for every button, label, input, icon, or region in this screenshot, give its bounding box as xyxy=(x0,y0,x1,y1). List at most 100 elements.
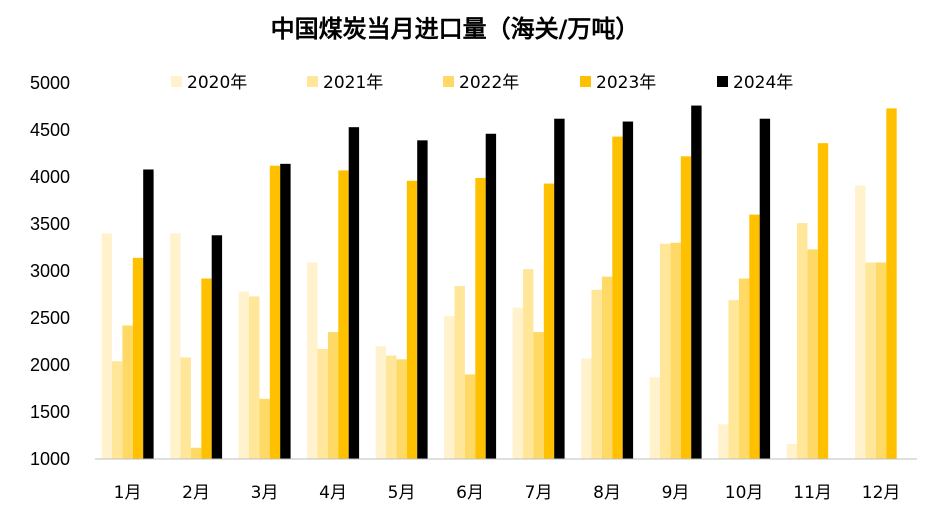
bar-2023年-9月 xyxy=(680,156,692,459)
y-tick-label: 5000 xyxy=(30,73,70,93)
legend-swatch xyxy=(717,76,728,87)
x-tick-label: 6月 xyxy=(456,483,484,503)
bar-2020年-11月 xyxy=(786,443,797,459)
x-tick-label: 8月 xyxy=(593,483,621,503)
bar-2023年-7月 xyxy=(543,183,555,459)
x-axis: 1月 2月 3月 4月 5月 6月 7月 8月 9月 10月 11月 12月 xyxy=(114,483,901,503)
x-tick-label: 12月 xyxy=(862,483,901,503)
bar-2024年-7月 xyxy=(554,118,565,459)
bar-2024年-1月 xyxy=(143,169,154,460)
series-2023年 xyxy=(132,108,897,460)
x-tick-label: 5月 xyxy=(388,483,416,503)
bar-2023年-1月 xyxy=(132,257,144,459)
bar-2024年-4月 xyxy=(348,127,360,460)
bar-series-group xyxy=(101,105,897,460)
bar-2024年-3月 xyxy=(280,163,291,459)
y-axis: 1000 1500 2000 2500 3000 3500 4000 4500 5000 xyxy=(30,73,70,469)
bar-2022年-12月 xyxy=(875,262,887,459)
bar-2020年-5月 xyxy=(375,346,386,459)
bar-2022年-7月 xyxy=(533,332,544,459)
bar-2021年-12月 xyxy=(865,262,876,459)
legend-label: 2022年 xyxy=(459,73,519,93)
legend-swatch xyxy=(307,76,318,87)
bar-2022年-4月 xyxy=(327,332,339,459)
bar-2020年-9月 xyxy=(649,377,660,459)
bar-2021年-11月 xyxy=(797,223,808,459)
bar-2021年-4月 xyxy=(317,349,328,459)
bar-2022年-2月 xyxy=(190,447,202,459)
y-tick-label: 2000 xyxy=(30,355,70,375)
bar-2021年-8月 xyxy=(591,289,602,459)
bar-2021年-5月 xyxy=(386,355,397,459)
bar-2022年-1月 xyxy=(122,325,133,459)
x-tick-label: 7月 xyxy=(525,483,553,503)
x-tick-label: 4月 xyxy=(319,483,347,503)
x-tick-label: 10月 xyxy=(725,483,764,503)
bar-2022年-10月 xyxy=(738,278,750,459)
bar-2020年-1月 xyxy=(101,233,112,459)
series-2022年 xyxy=(122,242,887,459)
bar-2024年-5月 xyxy=(417,140,428,459)
bar-2023年-4月 xyxy=(338,170,349,460)
bar-2022年-6月 xyxy=(464,374,476,459)
y-tick-label: 1000 xyxy=(30,449,70,469)
legend-swatch xyxy=(171,76,182,87)
bar-2022年-8月 xyxy=(601,276,613,459)
bar-2020年-3月 xyxy=(238,291,249,459)
bar-2021年-6月 xyxy=(454,286,465,459)
bar-2023年-5月 xyxy=(406,180,418,459)
bar-2024年-2月 xyxy=(211,235,223,459)
bar-2023年-11月 xyxy=(817,143,829,459)
bar-2020年-10月 xyxy=(718,424,729,459)
series-2020年 xyxy=(101,185,866,459)
series-2024年 xyxy=(143,105,771,460)
x-tick-label: 3月 xyxy=(251,483,279,503)
bar-2024年-8月 xyxy=(622,121,634,459)
bar-2022年-11月 xyxy=(807,249,818,459)
y-tick-label: 3500 xyxy=(30,214,70,234)
bar-2021年-2月 xyxy=(180,357,191,459)
bar-2024年-6月 xyxy=(485,133,497,459)
bar-2020年-8月 xyxy=(581,358,592,459)
x-tick-label: 1月 xyxy=(114,483,142,503)
bar-2023年-6月 xyxy=(475,177,486,459)
bar-2020年-6月 xyxy=(444,316,455,459)
y-tick-label: 3000 xyxy=(30,261,70,281)
series-2021年 xyxy=(112,223,876,459)
bar-2024年-10月 xyxy=(759,118,771,459)
bar-2022年-3月 xyxy=(259,398,270,459)
x-tick-label: 2月 xyxy=(182,483,210,503)
legend-label: 2024年 xyxy=(733,73,793,93)
bar-2023年-8月 xyxy=(612,136,623,459)
chart-title: 中国煤炭当月进口量（海关/万吨） xyxy=(271,15,640,43)
bar-2021年-10月 xyxy=(728,300,739,459)
bar-2023年-12月 xyxy=(886,108,897,459)
bar-2023年-3月 xyxy=(269,165,281,459)
bar-2020年-7月 xyxy=(512,307,523,459)
y-tick-label: 2500 xyxy=(30,308,70,328)
legend-label: 2021年 xyxy=(323,73,383,93)
x-tick-label: 9月 xyxy=(662,483,690,503)
x-tick-label: 11月 xyxy=(793,483,832,503)
bar-2020年-12月 xyxy=(855,185,866,459)
bar-2023年-10月 xyxy=(749,214,760,459)
bar-2021年-9月 xyxy=(660,243,671,459)
bar-2024年-9月 xyxy=(691,105,702,459)
y-tick-label: 4500 xyxy=(30,120,70,140)
legend-label: 2020年 xyxy=(187,73,247,93)
legend-swatch xyxy=(580,76,591,87)
bar-2023年-2月 xyxy=(201,278,212,459)
bar-2020年-4月 xyxy=(307,262,318,459)
chart-legend: 2020年 2021年 2022年 2023年 2024年 xyxy=(171,73,793,93)
y-tick-label: 4000 xyxy=(30,167,70,187)
bar-2021年-3月 xyxy=(249,296,260,459)
bar-2020年-2月 xyxy=(170,233,181,459)
bar-2022年-9月 xyxy=(670,242,681,459)
legend-swatch xyxy=(443,76,454,87)
legend-label: 2023年 xyxy=(596,73,656,93)
bar-2021年-7月 xyxy=(523,269,534,459)
y-tick-label: 1500 xyxy=(30,402,70,422)
bar-2021年-1月 xyxy=(112,361,123,459)
